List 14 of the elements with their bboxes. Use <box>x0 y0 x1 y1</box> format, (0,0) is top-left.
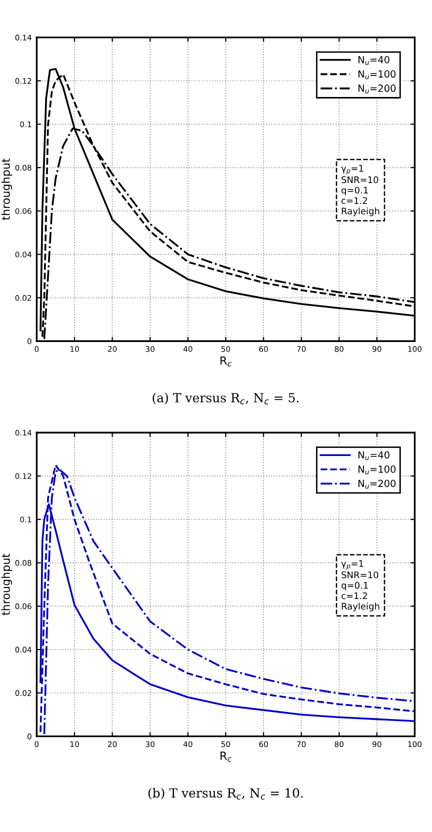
text: (b) T versus R$_{c}$, N$_{c}$ = 10. <box>148 788 303 800</box>
y-axis-title: throughput <box>1 158 12 220</box>
legend-label: N$_{u}$=40 <box>358 56 390 65</box>
legend-label: N$_{u}$=200 <box>358 480 396 489</box>
legend-label: N$_{u}$=40 <box>358 451 390 460</box>
legend-label: N$_{u}$=200 <box>358 84 396 94</box>
annotation: γ$_{p}$=1 SNR=10 q=0.1 c=1.2 Rayleigh <box>341 164 380 216</box>
text: (a) T versus R$_{c}$, N$_{c}$ = 5. <box>152 392 299 404</box>
x-axis-title: R$_{c}$ <box>220 356 232 367</box>
x-axis-title: R$_{c}$ <box>220 752 232 762</box>
y-axis-title: throughput <box>1 554 12 616</box>
annotation: γ$_{p}$=1 SNR=10 q=0.1 c=1.2 Rayleigh <box>341 560 380 612</box>
legend-label: N$_{u}$=100 <box>358 465 396 474</box>
legend-label: N$_{u}$=100 <box>358 70 396 80</box>
